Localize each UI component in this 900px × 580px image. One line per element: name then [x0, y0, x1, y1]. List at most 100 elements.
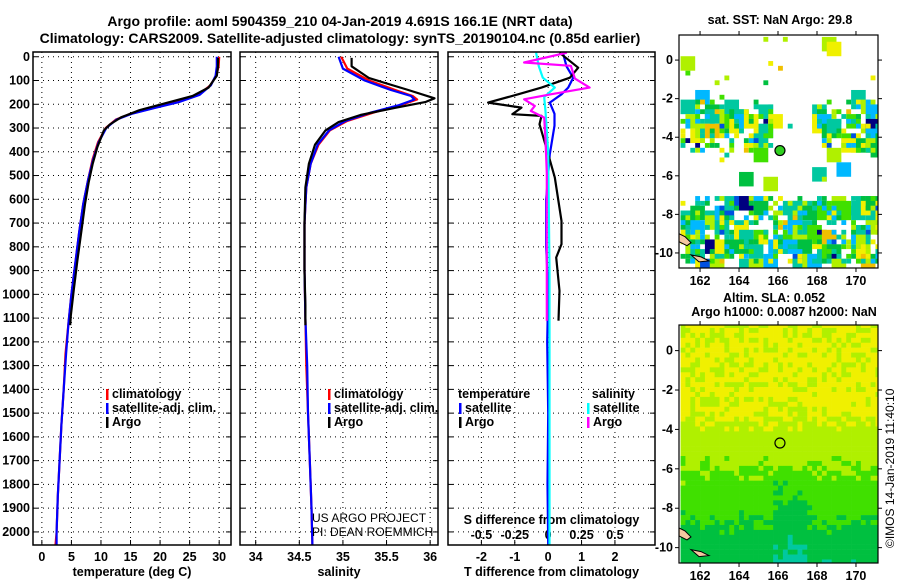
sla-pixel [719, 460, 725, 467]
sla-pixel [855, 396, 862, 403]
sst-pixel [831, 253, 837, 259]
sla-pixel [836, 485, 842, 491]
sla-pixel [704, 421, 711, 427]
sla-pixel [821, 480, 828, 486]
sst-pixel [875, 143, 878, 148]
sst-pixel [821, 176, 827, 182]
sla-pixel [816, 485, 823, 491]
sla-pixel [714, 426, 720, 432]
sst-pixel [831, 258, 847, 268]
sla-pixel [680, 465, 686, 472]
sst-pixel [773, 234, 779, 240]
sla-pixel [836, 396, 842, 403]
sla-pixel [753, 396, 759, 403]
sla-pixel [719, 446, 725, 452]
sla-pixel [782, 465, 789, 472]
sla-pixel [748, 554, 754, 560]
sla-pixel [768, 411, 774, 417]
sla-pixel [855, 505, 862, 511]
sla-pixel [860, 559, 867, 563]
sla-pixel [739, 342, 745, 348]
sst-pixel [709, 215, 715, 221]
sla-pixel [807, 426, 813, 432]
sla-pixel [739, 510, 745, 516]
sla-pixel [782, 436, 789, 442]
sst-pixel [748, 249, 754, 254]
sla-pixel [758, 426, 764, 432]
sla-pixel [826, 367, 832, 373]
sla-pixel [763, 539, 769, 545]
sla-pixel [719, 352, 725, 358]
sla-pixel [685, 544, 691, 550]
sla-pixel [821, 426, 828, 432]
sla-pixel [758, 485, 764, 491]
sla-pixel [753, 480, 759, 486]
sla-pixel [865, 500, 871, 506]
sla-pixel [860, 362, 867, 368]
sla-pixel [709, 421, 715, 427]
sla-pixel [831, 431, 837, 437]
sla-pixel [758, 470, 764, 476]
sla-pixel [807, 436, 813, 442]
sst-pixel [851, 118, 856, 124]
sla-pixel [860, 357, 867, 363]
sla-pixel [875, 500, 878, 506]
sla-pixel [797, 465, 803, 472]
sla-pixel [846, 367, 852, 373]
sla-pixel [704, 416, 711, 422]
sla-pixel [812, 431, 818, 437]
sla-pixel [758, 357, 764, 363]
sla-pixel [719, 515, 725, 521]
sla-pixel [709, 347, 715, 353]
sla-pixel [855, 534, 862, 541]
sla-pixel [875, 510, 878, 516]
sst-pixel [875, 114, 878, 119]
sla-pixel [855, 416, 862, 422]
map-field [679, 325, 878, 563]
sla-pixel [821, 510, 828, 516]
sla-pixel [753, 325, 759, 329]
sla-pixel [836, 426, 842, 432]
sla-pixel [865, 416, 871, 422]
sla-pixel [782, 475, 789, 481]
sla-pixel [787, 520, 793, 526]
sla-pixel [758, 475, 764, 481]
sla-pixel [700, 332, 706, 339]
sla-pixel [807, 411, 813, 417]
sla-pixel [773, 367, 779, 373]
sla-pixel [797, 332, 803, 339]
sla-pixel [753, 510, 759, 516]
sla-pixel [748, 544, 754, 550]
sla-pixel [846, 352, 852, 358]
sla-pixel [773, 396, 779, 403]
sla-pixel [734, 485, 740, 491]
sla-pixel [841, 539, 847, 545]
sla-pixel [836, 446, 842, 452]
sla-pixel [812, 520, 818, 526]
sla-pixel [870, 325, 876, 329]
sla-pixel [753, 446, 759, 452]
sla-pixel [729, 539, 735, 545]
sla-pixel [719, 529, 725, 536]
sla-pixel [826, 357, 832, 363]
sla-pixel [812, 377, 818, 383]
sla-pixel [778, 500, 784, 506]
sla-pixel [768, 352, 774, 358]
sla-pixel [685, 352, 691, 358]
sst-pixel [695, 147, 701, 153]
sla-pixel [768, 426, 774, 432]
sla-pixel [768, 357, 774, 363]
sla-pixel [734, 377, 740, 383]
sst-pixel [704, 143, 710, 148]
sst-pixel [719, 157, 725, 163]
sla-pixel [792, 539, 798, 545]
sla-pixel [836, 391, 842, 398]
sst-pixel [685, 138, 691, 144]
sla-pixel [875, 387, 878, 393]
sla-pixel [753, 515, 759, 521]
sst-pixel [787, 200, 793, 206]
sla-pixel [685, 342, 691, 348]
sla-pixel [792, 406, 798, 412]
sla-pixel [875, 470, 878, 476]
sla-pixel [773, 465, 779, 472]
